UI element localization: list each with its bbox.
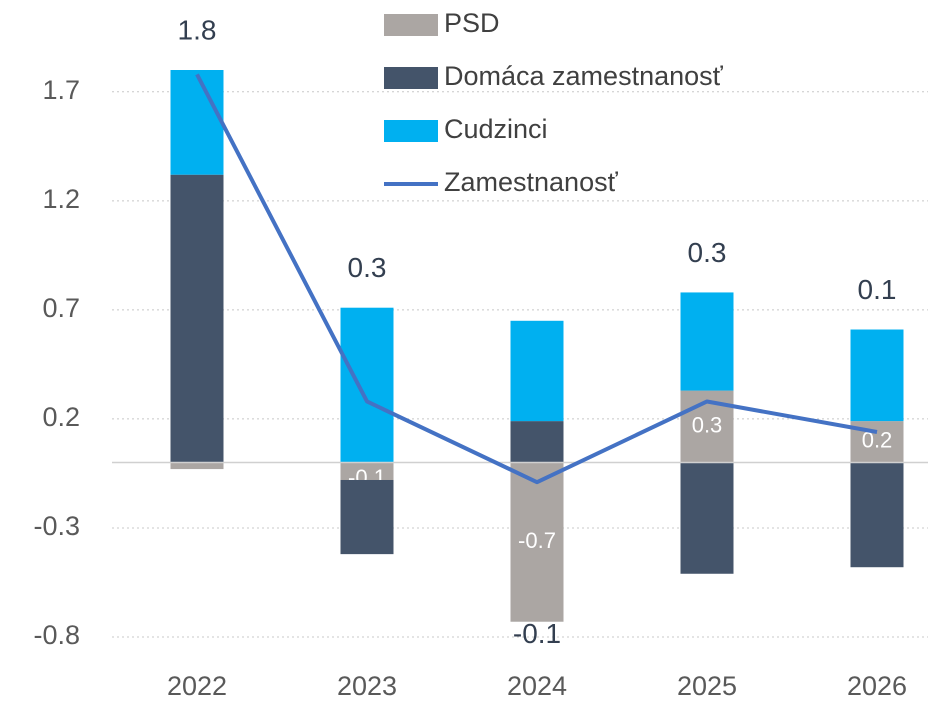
bar-segment: [170, 174, 224, 463]
bar-segment: [850, 462, 904, 568]
line-label: 0.3: [688, 237, 727, 268]
segment-label: -0.7: [518, 528, 556, 553]
bar-segment: [510, 462, 564, 622]
bar-segment: [680, 462, 734, 574]
y-tick-label: 1.2: [42, 184, 80, 214]
line-label: 1.8: [178, 14, 217, 45]
bar-segment: [170, 462, 224, 470]
line: [195, 73, 878, 485]
legend-swatch: [384, 14, 438, 36]
bar-segment: [680, 292, 734, 391]
x-tick-label: 2024: [507, 671, 567, 701]
line-label: 0.3: [348, 252, 387, 283]
y-tick-label: -0.8: [33, 620, 80, 650]
bar-segment: [340, 307, 394, 463]
segment-label: 0.3: [692, 412, 723, 437]
bar-segment: [340, 479, 394, 555]
bar-segment: [510, 320, 564, 422]
y-tick-label: 1.7: [42, 75, 80, 105]
x-tick-label: 2025: [677, 671, 737, 701]
legend-label: Cudzinci: [444, 114, 548, 144]
legend-label: Zamestnanosť: [444, 167, 619, 197]
x-tick-label: 2026: [847, 671, 907, 701]
bar-segment: [340, 462, 394, 480]
y-tick-label: 0.7: [42, 293, 80, 323]
y-tick-label: 0.2: [42, 402, 80, 432]
x-tick-label: 2022: [167, 671, 227, 701]
bar-segment: [170, 70, 224, 175]
y-tick-label: -0.3: [33, 511, 80, 541]
line-label: -0.1: [513, 618, 561, 649]
x-tick-label: 2023: [337, 671, 397, 701]
line-label: 0.1: [858, 274, 897, 305]
legend-swatch: [384, 120, 438, 142]
bar-segment: [510, 421, 564, 463]
legend-swatch: [384, 67, 438, 89]
legend-label: Domáca zamestnanosť: [444, 61, 724, 91]
legend-label: PSD: [444, 8, 500, 38]
bar-segment: [850, 329, 904, 422]
